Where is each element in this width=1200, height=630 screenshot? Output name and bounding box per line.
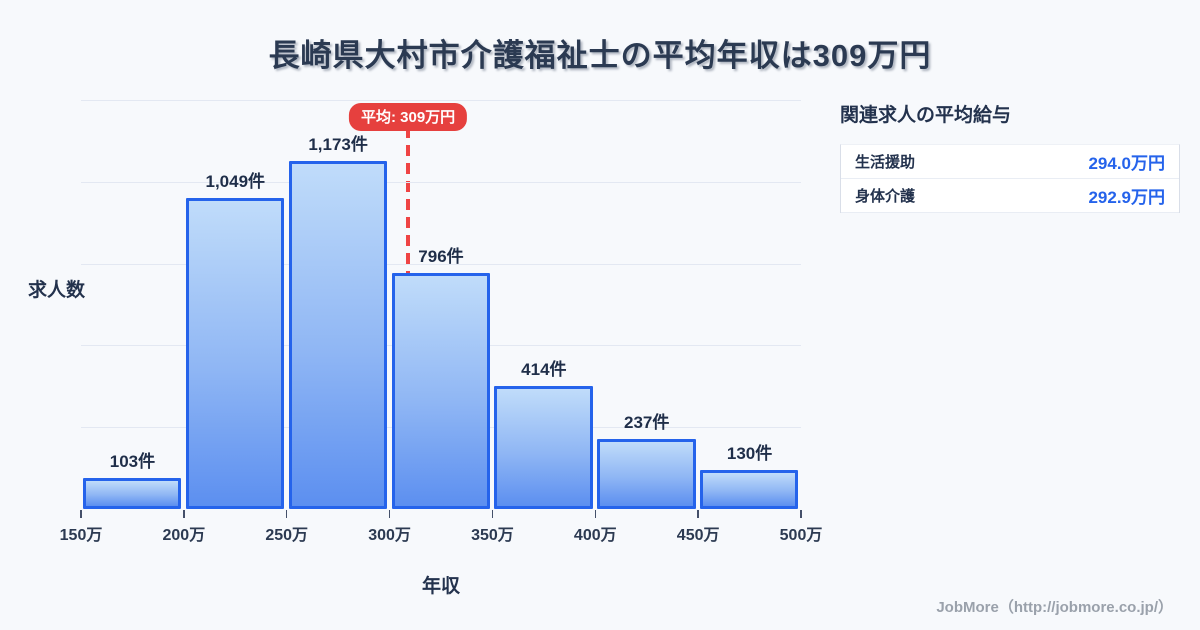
credit-text: JobMore（http://jobmore.co.jp/） bbox=[936, 599, 1173, 616]
x-tick-mark bbox=[183, 510, 185, 518]
x-tick-mark bbox=[594, 510, 597, 518]
side-row-label: 生活援助 bbox=[855, 154, 916, 171]
x-tick-label: 150万 bbox=[59, 527, 103, 544]
side-row-value: 292.9万円 bbox=[1088, 188, 1165, 207]
y-axis-label: 求人数 bbox=[28, 280, 86, 301]
x-tick-label: 400万 bbox=[573, 527, 617, 544]
gridline bbox=[81, 181, 801, 183]
x-tick-label: 300万 bbox=[368, 527, 411, 544]
chart-plot: 平均: 309万円 103件 1,049件 1,173件 796件 414件 237件 13… bbox=[60, 100, 822, 544]
bar-value-label: 130件 bbox=[726, 444, 773, 464]
bar-value-label: 1,173件 bbox=[308, 135, 368, 155]
x-tick-mark bbox=[388, 510, 391, 518]
side-panel-row: 身体介護 292.9万円 bbox=[841, 179, 1179, 213]
histogram-bar bbox=[700, 470, 799, 509]
x-tick-mark bbox=[697, 510, 699, 518]
x-tick-mark bbox=[80, 510, 82, 518]
gridline bbox=[81, 100, 801, 101]
histogram-bar bbox=[288, 161, 388, 509]
x-tick-mark bbox=[285, 510, 288, 518]
histogram-bar bbox=[391, 273, 490, 509]
x-tick-mark bbox=[491, 510, 494, 518]
x-tick-mark bbox=[800, 510, 802, 518]
x-tick-label: 500万 bbox=[779, 527, 823, 544]
x-tick-label: 350万 bbox=[471, 527, 514, 544]
side-panel-title: 関連求人の平均給与 bbox=[840, 105, 1012, 126]
page-title: 長崎県大村市介護福祉士の平均年収は309万円 bbox=[268, 38, 932, 73]
side-panel-card: 生活援助 294.0万円 身体介護 292.9万円 bbox=[840, 144, 1180, 213]
histogram-bar bbox=[597, 438, 696, 509]
bar-value-label: 414件 bbox=[521, 360, 567, 380]
side-row-value: 294.0万円 bbox=[1088, 154, 1165, 173]
x-axis-label: 年収 bbox=[421, 576, 460, 597]
average-badge: 平均: 309万円 bbox=[348, 103, 468, 131]
x-tick-label: 450万 bbox=[676, 527, 720, 544]
bar-value-label: 103件 bbox=[109, 452, 156, 472]
x-tick-label: 250万 bbox=[265, 527, 309, 544]
histogram-bar bbox=[83, 478, 182, 509]
bar-value-label: 796件 bbox=[418, 247, 464, 267]
bar-value-label: 237件 bbox=[624, 412, 670, 432]
gridline bbox=[81, 263, 801, 265]
bar-value-label: 1,049件 bbox=[205, 172, 266, 192]
side-panel-row: 生活援助 294.0万円 bbox=[841, 145, 1179, 179]
side-row-label: 身体介護 bbox=[855, 188, 916, 205]
histogram-bar bbox=[494, 386, 593, 509]
histogram-bar bbox=[185, 198, 285, 509]
x-tick-label: 200万 bbox=[162, 527, 206, 544]
